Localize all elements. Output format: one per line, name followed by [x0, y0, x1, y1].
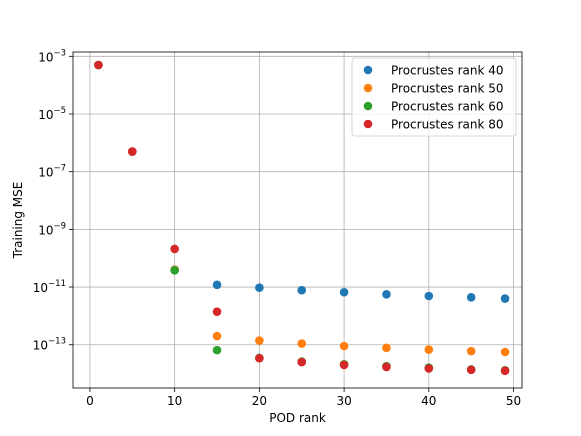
data-point: [212, 307, 222, 316]
data-point: [212, 331, 222, 341]
legend-frame: [351, 57, 517, 137]
legend-label: Procrustes rank 40: [391, 64, 504, 78]
x-tick-label: 0: [86, 394, 94, 408]
legend-marker: [363, 65, 373, 75]
data-point: [255, 353, 264, 363]
data-point: [170, 244, 179, 254]
data-point: [382, 343, 391, 353]
y-tick-label: 10−9: [38, 221, 66, 237]
data-point: [500, 366, 510, 376]
data-point: [466, 346, 476, 356]
data-point: [128, 147, 137, 156]
data-point: [255, 283, 264, 292]
data-point: [297, 339, 307, 348]
x-axis-ticks: 0 10 20 30 40 50: [86, 388, 521, 408]
data-point: [382, 362, 391, 372]
x-tick-label: 20: [252, 394, 267, 408]
data-point: [500, 347, 510, 357]
data-point: [94, 60, 103, 70]
y-tick-label: 10−7: [38, 164, 66, 180]
data-point: [466, 293, 476, 302]
data-point: [212, 345, 222, 355]
series-4: [94, 60, 510, 376]
y-axis-ticks: 10−13 10−11 10−9 10−7 10−5 10−3: [33, 48, 73, 353]
y-tick-label: 10−13: [33, 337, 66, 353]
data-point: [297, 357, 307, 367]
data-point: [339, 341, 349, 351]
data-point: [424, 291, 434, 301]
data-point: [500, 294, 510, 303]
data-point: [466, 365, 476, 375]
y-tick-label: 10−11: [33, 279, 66, 295]
y-tick-label: 10−3: [38, 48, 66, 64]
x-tick-label: 10: [167, 394, 182, 408]
legend-label: Procrustes rank 60: [391, 100, 504, 114]
data-points: [94, 60, 510, 376]
legend-label: Procrustes rank 50: [391, 82, 504, 96]
legend-label: Procrustes rank 80: [391, 118, 504, 132]
x-tick-label: 50: [506, 394, 521, 408]
x-axis-label: POD rank: [269, 411, 326, 425]
y-axis-label: Training MSE: [11, 182, 25, 260]
plot-frame: [72, 51, 523, 389]
legend-marker: [363, 101, 373, 111]
data-point: [424, 345, 434, 354]
data-point: [424, 364, 434, 373]
data-point: [212, 280, 222, 290]
x-tick-label: 40: [421, 394, 436, 408]
data-point: [339, 360, 349, 370]
legend: Procrustes rank 40 Procrustes rank 50 Proc…: [351, 57, 517, 137]
legend-marker: [363, 119, 373, 129]
data-point: [382, 290, 391, 299]
legend-marker: [363, 83, 373, 93]
x-tick-label: 30: [336, 394, 351, 408]
data-point: [170, 266, 179, 275]
data-point: [255, 336, 264, 345]
data-point: [339, 287, 349, 297]
data-point: [297, 285, 307, 295]
y-tick-label: 10−5: [38, 106, 66, 122]
